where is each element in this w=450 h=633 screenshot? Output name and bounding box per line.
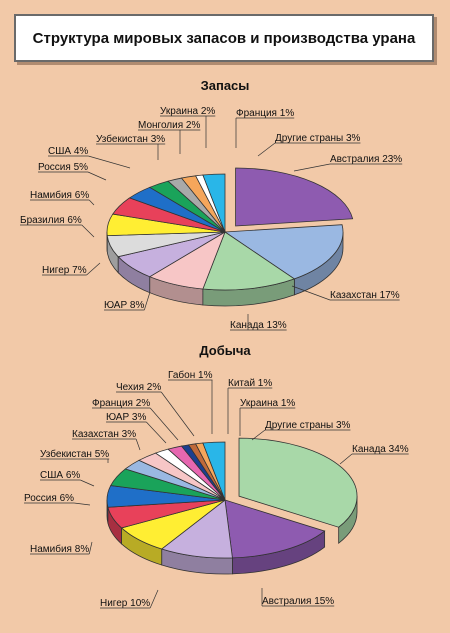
pie-labels: Канада 34% Австралия 15% Нигер 10% Намибия … [24,369,409,609]
label-монголия: Монголия 2% [138,120,200,131]
leader-line [293,163,331,172]
leader-line [339,453,353,465]
slice-канада [238,437,358,528]
label-китай: Китай 1% [228,378,272,389]
label-россия: Россия 5% [38,162,88,173]
pie-chart-production: Канада 34% Австралия 15% Нигер 10% Намибия … [24,369,409,609]
page-title: Структура мировых запасов и производства… [32,29,416,47]
label-чехия: Чехия 2% [116,382,161,393]
leader-line [88,541,93,555]
slice-нигер [160,499,233,559]
pie-top-faces [106,437,358,559]
label-намибия: Намибия 6% [30,189,89,201]
label-сша: США 6% [40,470,80,481]
label-украина: Украина 1% [240,398,295,409]
leader-line [86,262,101,276]
label-казахстан: Казахстан 3% [72,429,136,440]
slice-другие-страны [202,173,226,233]
label-россия: Россия 6% [24,493,74,504]
slice-казахстан [223,224,344,280]
pie-labels: Австралия 23% Казахстан 17% Канада 13% ЮАР … [20,106,402,331]
label-юар: ЮАР 8% [104,300,144,311]
slice-австралия [224,499,326,559]
leader-line [251,429,266,441]
leader-line [291,285,331,301]
label-узбекистан: Узбекистан 3% [96,133,165,145]
leader-line [73,502,91,506]
leader-line [88,155,131,169]
label-бразилия: Бразилия 6% [20,215,82,226]
leader-line [135,438,141,451]
label-австралия: Австралия 15% [262,596,334,607]
label-габон: Габон 1% [168,369,213,381]
leader-line [257,142,276,157]
reserves-title: Запасы [200,78,250,93]
title-box: Структура мировых запасов и производства… [14,14,434,62]
slice-австралия [235,167,354,227]
label-канада: Канада 34% [352,444,409,455]
pie-chart-reserves: Австралия 23% Казахстан 17% Канада 13% ЮАР … [20,106,402,331]
label-франция: Франция 1% [236,108,294,119]
label-нигер: Нигер 10% [100,598,150,609]
label-казахстан: Казахстан 17% [330,290,400,301]
label-франция: Франция 2% [92,398,150,409]
label-канада: Канада 13% [230,320,287,331]
slice-другие-страны [202,441,226,501]
leader-line [81,224,95,238]
label-нигер: Нигер 7% [42,265,87,276]
label-узбекистан: Узбекистан 5% [40,448,109,460]
label-намибия: Намибия 8% [30,543,89,555]
label-юар: ЮАР 3% [106,412,146,423]
leader-line [146,421,167,444]
label-австралия: Австралия 23% [330,154,402,165]
production-title: Добыча [199,343,251,358]
slice-канада [202,231,296,291]
label-другие-страны: Другие страны 3% [265,420,351,431]
label-другие-страны: Другие страны 3% [275,133,361,144]
label-сша: США 4% [48,146,88,157]
leader-line [88,199,95,206]
leader-line [80,479,95,487]
leader-line [87,171,107,181]
pie-side-walls [106,496,358,575]
leader-line [144,291,151,311]
pie-top-faces [106,167,354,291]
leader-line [149,589,159,609]
leader-line [160,391,195,437]
label-украина: Украина 2% [160,106,215,117]
leader-line [149,407,179,441]
